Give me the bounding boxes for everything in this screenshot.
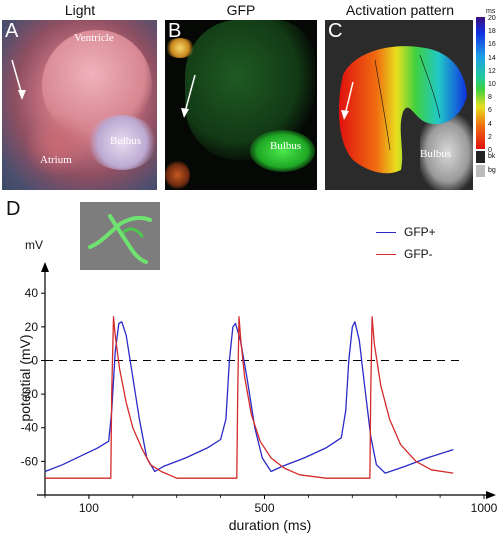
panel-c-title: Activation pattern	[345, 2, 455, 18]
colorbar-tick-label: 18	[488, 28, 496, 36]
colorbar-tick-label: 2	[488, 133, 492, 141]
x-tick-label: 100	[79, 501, 99, 515]
colorbar-tick-label: 20	[488, 15, 496, 22]
colorbar-bg-swatch	[476, 165, 485, 177]
panel-a-title: Light	[64, 2, 96, 18]
colorbar-tick-label: bg	[488, 167, 496, 174]
x-tick-label: 500	[254, 501, 274, 515]
panel-b-letter: B	[168, 20, 182, 42]
x-axis-title: duration (ms)	[228, 517, 312, 533]
bulbus-label-b: Bulbus	[270, 140, 302, 152]
cell-inset-image	[80, 202, 160, 270]
colorbar-tick-label: 16	[488, 41, 496, 49]
atrium-label: Atrium	[40, 154, 72, 166]
bulbus-label-c: Bulbus	[420, 148, 452, 160]
legend-swatch-gfp-plus	[376, 232, 396, 233]
y-tick-label: 40	[25, 286, 39, 300]
colorbar-tick-label: bk	[488, 153, 496, 160]
series-line-gfp-plus	[44, 321, 454, 474]
panel-d-letter: D	[6, 198, 21, 220]
colorbar-gradient	[476, 17, 485, 149]
legend-label-gfp-plus: GFP+	[404, 225, 436, 239]
colorbar-tick-label: 12	[488, 67, 496, 75]
colorbar-tick-label: 0	[488, 147, 492, 154]
y-tick-label: -60	[21, 454, 39, 468]
y-axis-title: potential (mV)	[17, 334, 33, 422]
panel-c-letter: C	[328, 20, 343, 42]
panel-a-letter: A	[5, 20, 19, 42]
ventricle-label: Ventricle	[74, 32, 114, 44]
arrow-icon	[11, 59, 26, 100]
panel-b-fluorescence: B Bulbus	[165, 20, 317, 190]
colorbar-tick-label: 8	[488, 94, 492, 102]
colorbar-bk-swatch	[476, 151, 485, 163]
x-tick-label: 1000	[471, 501, 498, 515]
legend-swatch-gfp-minus	[376, 254, 396, 255]
panel-c-activation-map: C Bulbus	[325, 20, 473, 190]
series-line-gfp-minus	[45, 316, 454, 479]
colorbar-tick-label: 10	[488, 81, 496, 88]
colorbar-tick-label: 6	[488, 107, 492, 115]
colorbar-tick-label: 4	[488, 120, 492, 128]
arrow-icon	[341, 81, 354, 120]
y-unit-label: mV	[25, 238, 43, 252]
panel-b-title: GFP	[226, 2, 256, 18]
colorbar-unit: ms	[486, 8, 496, 15]
arrow-icon	[181, 74, 196, 118]
legend-label-gfp-minus: GFP-	[404, 247, 433, 261]
x-axis-arrow	[486, 491, 496, 499]
y-axis-arrow	[41, 262, 49, 272]
panel-a-photo: A Ventricle Atrium Bulbus	[2, 20, 157, 190]
bulbus-label-a: Bulbus	[110, 135, 142, 147]
colorbar-tick-label: 14	[488, 54, 496, 62]
